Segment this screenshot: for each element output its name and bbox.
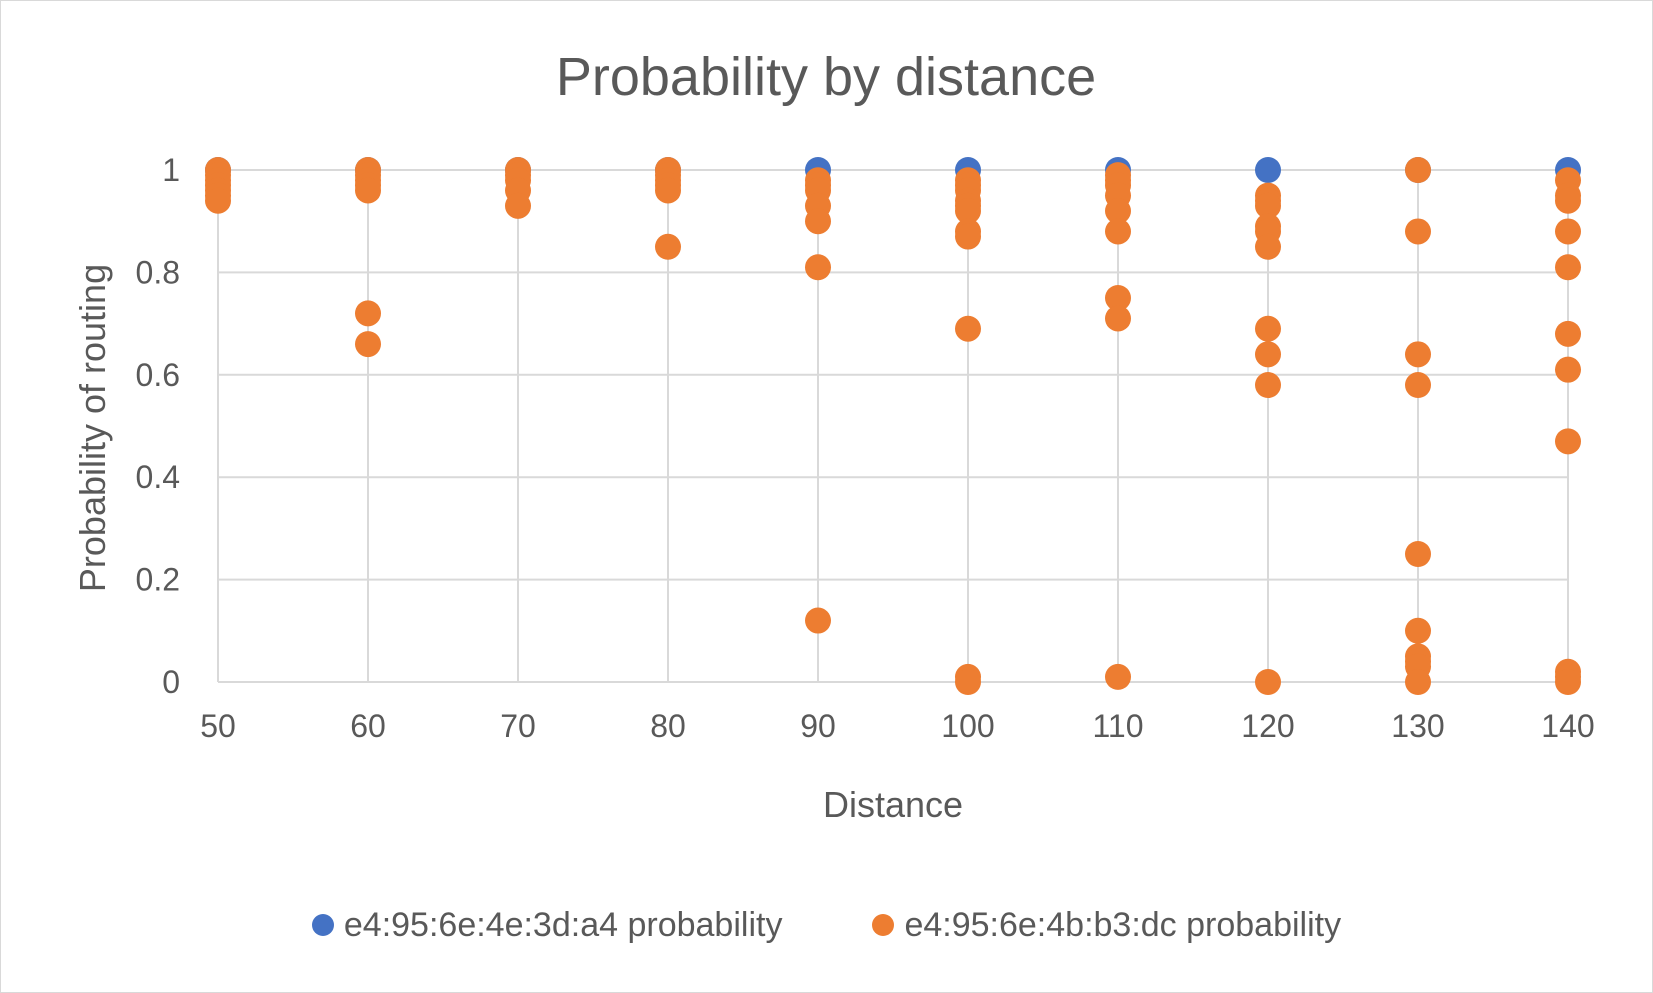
data-point-series-2 [1255,669,1281,695]
data-point-series-2 [1555,356,1581,383]
x-axis-title: Distance [823,784,963,825]
y-tick-label: 0.8 [136,254,180,290]
data-point-series-2 [355,300,381,327]
data-point-series-2 [955,223,981,250]
gridlines [217,169,1569,683]
legend: e4:95:6e:4e:3d:a4 probability e4:95:6e:4… [0,900,1653,950]
data-points [205,157,1581,695]
x-tick-label: 70 [500,708,536,744]
data-point-series-2 [1255,192,1281,219]
data-point-series-2 [1405,341,1431,368]
data-point-series-2 [1105,305,1131,332]
legend-item-series-1: e4:95:6e:4e:3d:a4 probability [311,905,783,945]
y-tick-label: 1 [162,152,180,188]
data-point-series-2 [955,315,981,342]
data-point-series-2 [505,192,531,219]
data-point-series-2 [355,177,381,204]
data-point-series-2 [1405,617,1431,644]
data-point-series-2 [1255,315,1281,342]
x-tick-label: 80 [650,708,686,744]
data-point-series-2 [1555,428,1581,455]
data-point-series-2 [1405,372,1431,399]
data-point-series-2 [1105,218,1131,245]
x-tick-label: 110 [1092,708,1143,744]
y-tick-label: 0 [162,664,180,700]
legend-label-series-1: e4:95:6e:4e:3d:a4 probability [343,905,783,944]
data-point-series-2 [655,177,681,204]
data-point-series-2 [1555,669,1581,695]
data-point-series-2 [805,254,831,281]
x-tick-label: 130 [1391,708,1444,744]
data-point-series-2 [1255,233,1281,260]
data-point-series-2 [1255,372,1281,399]
data-point-series-2 [655,233,681,260]
data-point-series-2 [805,208,831,235]
y-tick-labels: 0 0.2 0.4 0.6 0.8 1 [136,152,180,700]
y-tick-label: 0.2 [136,562,180,598]
chart-title: Probability by distance [556,47,1096,107]
x-tick-labels: 50 60 70 80 90 100 110 120 130 140 [200,708,1594,744]
data-point-series-2 [205,187,231,214]
data-point-series-2 [1105,197,1131,224]
data-point-series-2 [1555,320,1581,347]
x-tick-label: 50 [200,708,236,744]
data-point-series-2 [1405,541,1431,567]
data-point-series-2 [1105,285,1131,311]
legend-marker-orange [872,914,895,936]
legend-marker-blue [311,914,334,936]
data-point-series-2 [1255,341,1281,368]
y-axis-title: Probability of routing [72,264,113,592]
data-point-series-1 [1255,157,1281,183]
data-point-series-2 [805,607,831,634]
data-point-series-2 [1555,218,1581,245]
x-tick-label: 100 [941,708,994,744]
data-point-series-2 [1105,663,1131,690]
x-tick-label: 140 [1541,708,1594,744]
legend-label-series-2: e4:95:6e:4b:b3:dc probability [904,905,1342,944]
data-point-series-2 [1405,157,1431,183]
x-tick-label: 60 [350,708,386,744]
x-tick-label: 120 [1241,708,1294,744]
data-point-series-2 [1555,187,1581,214]
data-point-series-2 [955,197,981,224]
legend-item-series-2: e4:95:6e:4b:b3:dc probability [872,906,1341,945]
data-point-series-2 [1405,669,1431,695]
y-tick-label: 0.4 [136,459,180,495]
data-point-series-2 [355,331,381,358]
data-point-series-2 [1555,254,1581,281]
y-tick-label: 0.6 [136,357,180,393]
data-point-series-2 [1405,218,1431,245]
data-point-series-2 [955,669,981,695]
x-tick-label: 90 [800,708,836,744]
